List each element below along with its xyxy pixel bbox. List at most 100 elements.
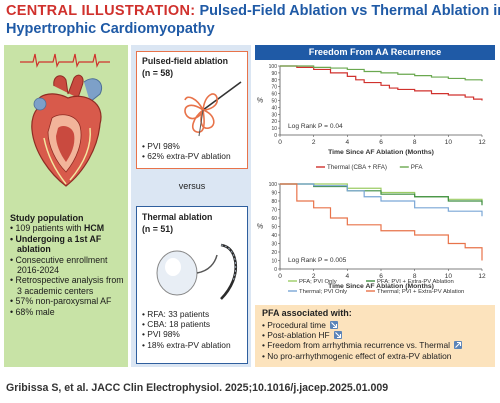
- study-item: • 57% non-paroxysmal AF: [10, 296, 112, 307]
- study-item-text: Consecutive enrollment 2016-2024: [15, 254, 108, 276]
- y-tick-label: 60: [271, 216, 277, 222]
- pfa-n: (n = 58): [142, 68, 174, 78]
- x-tick-label: 4: [346, 139, 350, 146]
- y-tick-label: 50: [271, 225, 277, 231]
- y-tick-label: 60: [271, 92, 277, 98]
- up-arrow-icon: [454, 341, 463, 350]
- chart-header: Freedom From AA Recurrence: [255, 45, 495, 60]
- x-tick-label: 6: [379, 139, 383, 146]
- km-curve-pfa-pvi-only: [280, 183, 483, 203]
- x-tick-label: 0: [278, 273, 282, 280]
- x-tick-label: 0: [278, 139, 282, 146]
- x-tick-label: 2: [312, 139, 316, 146]
- thermal-list-item: • PVI 98%: [142, 329, 180, 340]
- pfa-catheter-icon: [184, 81, 242, 137]
- legend-label: PFA; PVI + Extra-PV Ablation: [377, 279, 454, 285]
- study-item-text: 68% male: [15, 306, 55, 317]
- y-tick-label: 50: [271, 99, 277, 105]
- study-item: • 68% male: [10, 306, 55, 317]
- pfa-list: • PVI 98% • 62% extra-PV ablation: [142, 141, 231, 161]
- y-tick-label: 20: [271, 250, 277, 256]
- y-tick-label: 90: [271, 191, 277, 197]
- pfa-list-text: 62% extra-PV ablation: [147, 151, 231, 162]
- legend-label: Thermal; PVI Only: [299, 289, 347, 295]
- thermal-list-item: • 18% extra-PV ablation: [142, 339, 231, 350]
- y-tick-label: 100: [269, 64, 278, 70]
- pfa-assoc-item: • No pro-arrhythmogenic effect of extra-…: [262, 350, 452, 361]
- versus-label: versus: [178, 181, 206, 191]
- pfa-title: Pulsed-field ablation: [142, 56, 229, 66]
- thermal-list-text: RFA: 33 patients: [147, 309, 210, 319]
- study-item: • Undergoing a 1st AF ablation: [10, 233, 102, 255]
- ecg-trace-icon: [20, 53, 110, 68]
- down-arrow-icon: [330, 321, 339, 329]
- pfa-list-text: PVI 98%: [147, 141, 180, 151]
- y-tick-label: 0: [274, 133, 277, 139]
- title-kicker: CENTRAL ILLUSTRATION:: [6, 3, 196, 19]
- thermal-catheter-icon: [156, 243, 237, 300]
- thermal-list-text: CBA: 18 patients: [147, 319, 211, 330]
- title-text: Pulsed-Field Ablation vs Thermal Ablatio…: [199, 3, 500, 19]
- pfa-list-item: • 62% extra-PV ablation: [142, 151, 231, 162]
- y-tick-label: 20: [271, 119, 277, 125]
- thermal-n: (n = 51): [142, 224, 174, 234]
- pfa-assoc-text: No pro-arrhythmogenic effect of extra-PV…: [267, 350, 452, 361]
- study-heading: Study population: [10, 213, 84, 223]
- y-tick-label: 10: [271, 259, 277, 265]
- y-tick-label: 90: [271, 71, 277, 77]
- pfa-assoc-item: • Procedural time: [262, 320, 462, 330]
- y-tick-label: 10: [271, 126, 277, 132]
- km-curve-pfa-pvi-extra-pv-ablation: [280, 183, 483, 206]
- x-tick-label: 8: [413, 273, 417, 280]
- thermal-list-item: • RFA: 33 patients: [142, 309, 210, 319]
- thermal-list: • RFA: 33 patients • CBA: 18 patients • …: [142, 309, 231, 350]
- thermal-box: Thermal ablation (n = 51) • RFA: 33 pati…: [136, 206, 248, 364]
- legend-label: Thermal (CBA + RFA): [327, 164, 387, 171]
- x-tick-label: 4: [346, 273, 350, 280]
- log-rank-annotation: Log Rank P = 0.04: [288, 123, 343, 130]
- page-title: CENTRAL ILLUSTRATION: Pulsed-Field Ablat…: [6, 3, 500, 19]
- y-tick-label: 100: [269, 182, 278, 188]
- study-item-text: Retrospective analysis from 3 academic c…: [15, 275, 124, 296]
- thermal-title: Thermal ablation: [142, 212, 213, 222]
- heart-illustration-icon: [31, 74, 102, 187]
- pfa-assoc-text: Freedom from arrhythmia recurrence vs. T…: [267, 340, 451, 351]
- log-rank-annotation: Log Rank P = 0.005: [288, 257, 347, 264]
- x-tick-label: 12: [478, 273, 486, 280]
- y-tick-label: 70: [271, 208, 277, 214]
- y-axis-label: %: [257, 98, 263, 105]
- study-item-text: 57% non-paroxysmal AF: [15, 296, 112, 307]
- y-tick-label: 40: [271, 105, 277, 111]
- study-item-bold: HCM: [84, 223, 105, 234]
- y-tick-label: 30: [271, 242, 277, 248]
- down-arrow-icon: [333, 331, 342, 340]
- pfa-associated-box: PFA associated with: • Procedural time •…: [255, 305, 495, 367]
- x-tick-label: 8: [413, 139, 417, 146]
- km-curve-pfa: [280, 65, 483, 82]
- km-curve-thermal-pvi-extra-pv-ablation: [280, 183, 483, 261]
- pfa-box: Pulsed-field ablation (n = 58) • PVI 98%…: [136, 51, 248, 169]
- y-tick-label: 30: [271, 112, 277, 118]
- y-tick-label: 80: [271, 199, 277, 205]
- y-axis-label: %: [257, 224, 263, 231]
- study-item-text: 109 patients with: [15, 223, 84, 234]
- legend-label: PFA; PVI Only: [299, 279, 337, 285]
- pfa-assoc-item: • Post-ablation HF: [262, 330, 462, 340]
- km-curve-thermal-cba-rfa-: [280, 65, 483, 101]
- x-tick-label: 6: [379, 273, 383, 280]
- legend-label: Thermal; PVI + Extra-PV Ablation: [377, 289, 464, 295]
- legend-label: PFA: [411, 164, 424, 171]
- study-population-text: Study population • 109 patients with HCM…: [10, 213, 126, 317]
- pfa-list-item: • PVI 98%: [142, 141, 180, 151]
- pfa-assoc-heading: PFA associated with:: [262, 308, 352, 318]
- x-tick-label: 10: [445, 273, 453, 280]
- thermal-list-item: • CBA: 18 patients: [142, 319, 211, 330]
- y-tick-label: 0: [274, 267, 277, 273]
- citation: Gribissa S, et al. JACC Clin Electrophys…: [6, 382, 389, 394]
- pfa-assoc-text: Procedural time: [267, 320, 326, 330]
- x-tick-label: 10: [445, 139, 453, 146]
- pfa-assoc-text: Post-ablation HF: [267, 330, 330, 341]
- study-item: • Retrospective analysis from 3 academic…: [10, 275, 124, 296]
- y-tick-label: 40: [271, 233, 277, 239]
